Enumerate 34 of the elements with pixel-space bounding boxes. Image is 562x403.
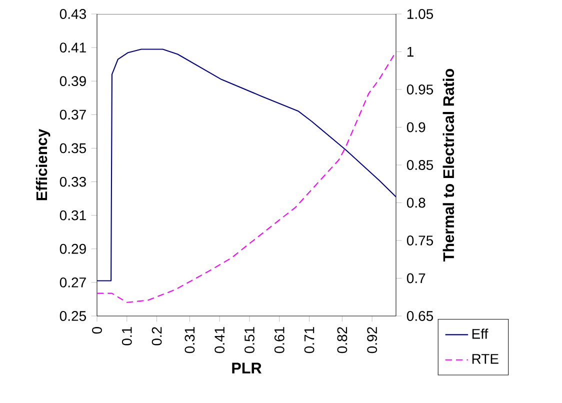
y-axis-title: Efficiency xyxy=(36,128,50,200)
y2-axis-title: Thermal to Electrical Ratio xyxy=(442,68,454,262)
x-tick-label: 0.71 xyxy=(304,327,314,354)
y-tick-label: 0.35 xyxy=(60,143,86,154)
y2-tick-label: 0.7 xyxy=(406,273,426,284)
x-tick-label: 0.61 xyxy=(274,327,284,354)
y2-tick-label: 0.95 xyxy=(406,84,434,94)
y-tick-label: 0.39 xyxy=(60,76,86,86)
y2-tick-label: 0.65 xyxy=(406,311,434,321)
y-tick-label: 0.27 xyxy=(60,277,86,288)
x-tick-label: 0.51 xyxy=(244,327,254,354)
y2-tick-label: 1.05 xyxy=(407,9,434,19)
y-tick-label: 0.25 xyxy=(60,311,86,321)
x-axis-title: PLR xyxy=(232,362,262,374)
y-tick-label: 0.43 xyxy=(60,9,86,19)
legend-label: Eff xyxy=(472,328,488,339)
y2-tick-label: 0.8 xyxy=(406,198,426,208)
y-tick-label: 0.41 xyxy=(60,42,86,53)
x-tick-label: 0.41 xyxy=(214,327,225,354)
x-tick-label: 0.92 xyxy=(367,327,378,354)
x-tick-label: 0 xyxy=(92,326,102,334)
y2-tick-label: 0.9 xyxy=(406,122,426,132)
y-tick-label: 0.31 xyxy=(60,210,86,220)
legend-label: RTE xyxy=(472,354,498,364)
y2-tick-label: 0.75 xyxy=(406,236,434,246)
y-tick-label: 0.33 xyxy=(60,176,86,187)
y-tick-label: 0.29 xyxy=(60,244,86,254)
x-tick-label: 0.31 xyxy=(184,327,195,354)
x-tick-label: 0.82 xyxy=(337,327,348,354)
y-tick-label: 0.37 xyxy=(60,110,86,120)
x-tick-label: 0.2 xyxy=(152,327,162,346)
y2-tick-label: 1 xyxy=(407,46,414,57)
x-tick-label: 0.1 xyxy=(122,327,132,346)
y2-tick-label: 0.85 xyxy=(406,160,434,170)
